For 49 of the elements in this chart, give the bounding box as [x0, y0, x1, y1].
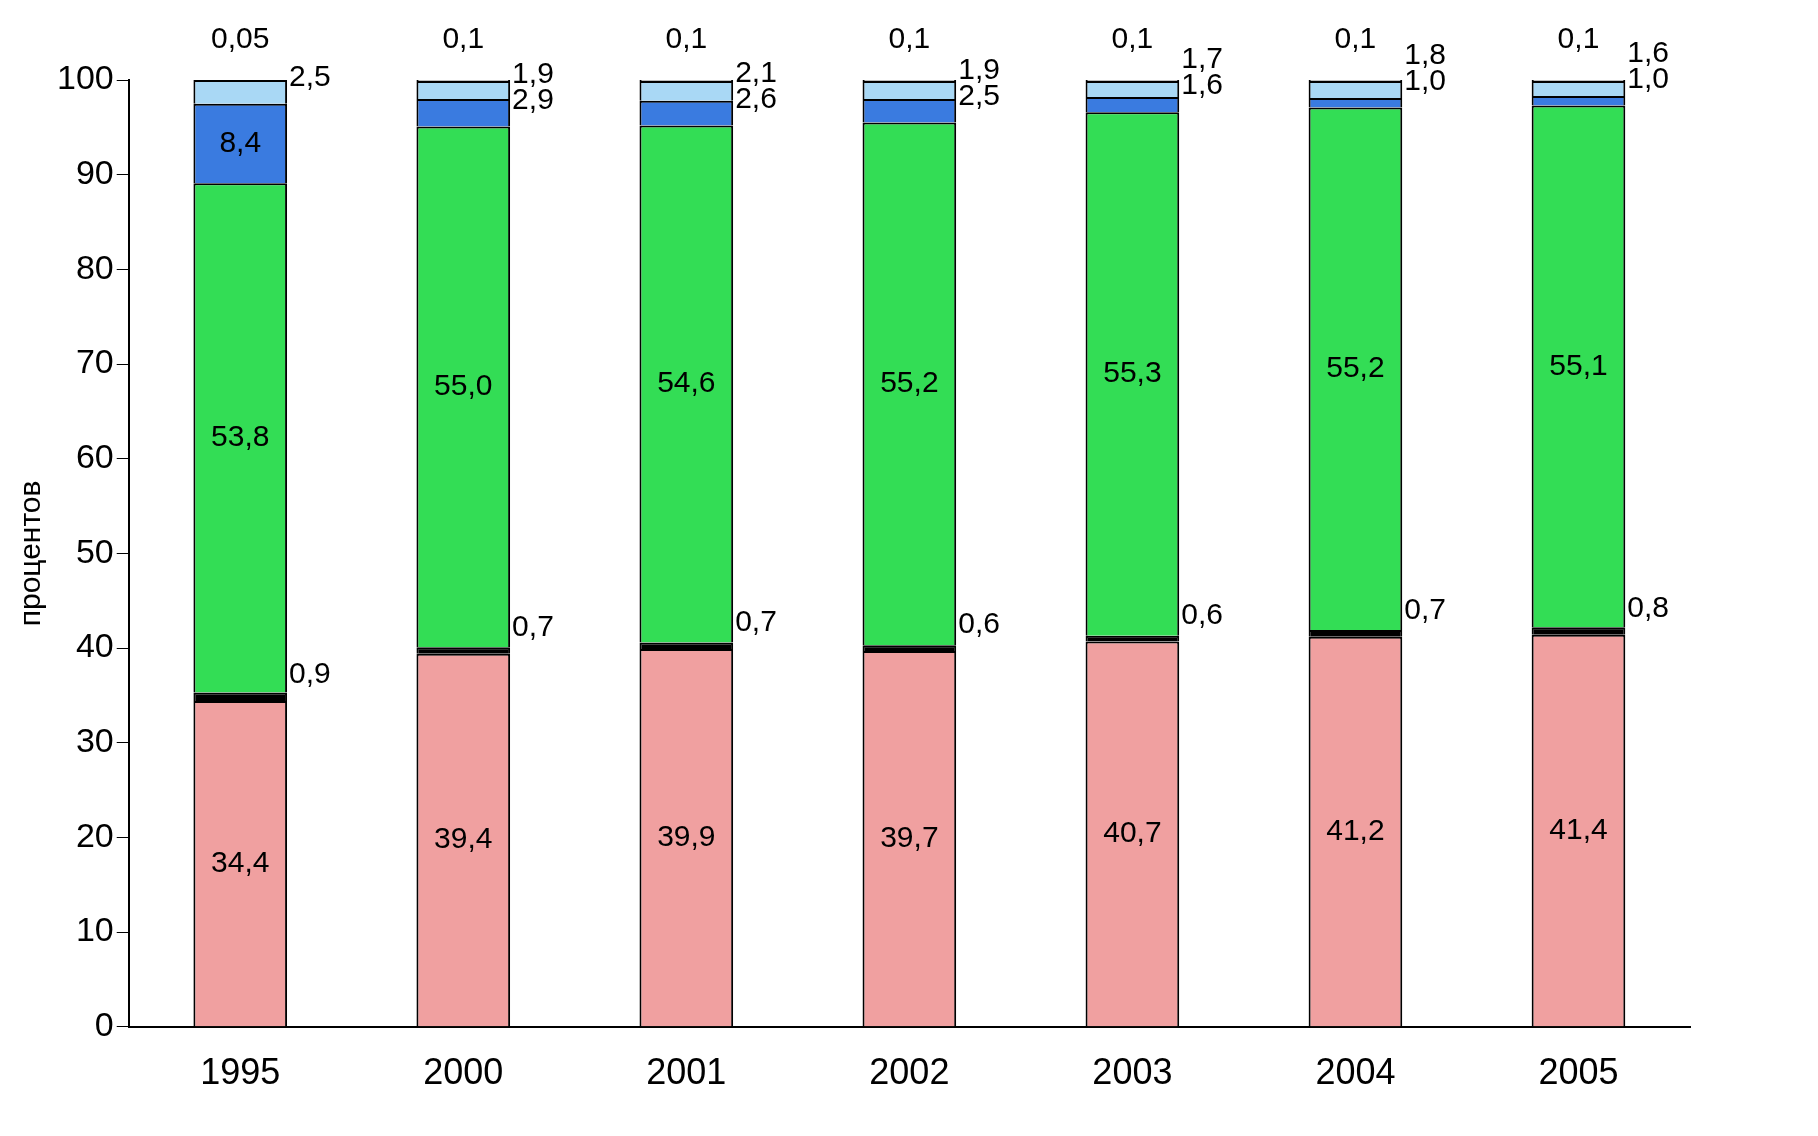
- y-tick-label: 10: [75, 910, 114, 949]
- data-label: 0,7: [512, 609, 554, 643]
- x-tick-label: 2004: [1315, 1051, 1396, 1093]
- data-label: 55,2: [880, 365, 939, 399]
- x-tick-label: 2003: [1092, 1051, 1173, 1093]
- data-label: 39,9: [657, 818, 716, 852]
- data-label: 0,7: [1404, 591, 1446, 625]
- y-axis-title: процентов: [13, 480, 47, 627]
- data-label: 55,1: [1549, 347, 1608, 381]
- data-label: 0,1: [1557, 21, 1600, 55]
- data-label: 39,4: [434, 821, 493, 855]
- data-label: 0,1: [888, 21, 931, 55]
- data-label: 0,05: [211, 20, 270, 54]
- data-label: 55,2: [1326, 350, 1385, 384]
- data-label: 40,7: [1103, 815, 1162, 849]
- data-label: 53,8: [211, 419, 270, 453]
- data-label: 0,1: [665, 21, 708, 55]
- data-label: 0,1: [1111, 21, 1154, 55]
- data-label: 34,4: [211, 844, 270, 878]
- y-tick-label: 50: [75, 531, 114, 570]
- data-label: 0,6: [1181, 596, 1223, 630]
- data-label: 54,6: [657, 365, 716, 399]
- y-tick-label: 60: [75, 437, 114, 476]
- data-label: 39,7: [880, 819, 939, 853]
- data-label: 55,0: [434, 368, 493, 402]
- y-tick-label: 20: [75, 815, 114, 854]
- data-label: 0,9: [289, 656, 331, 690]
- x-tick-label: 2000: [423, 1051, 504, 1093]
- x-tick-label: 1995: [200, 1051, 281, 1093]
- data-label: 0,6: [958, 606, 1000, 640]
- x-tick-label: 2002: [869, 1051, 950, 1093]
- y-tick-label: 40: [75, 626, 114, 665]
- data-label: 0,7: [735, 604, 777, 638]
- data-label: 41,2: [1326, 812, 1385, 846]
- data-label: 0,8: [1627, 590, 1670, 624]
- y-tick-label: 0: [94, 1005, 114, 1044]
- data-label: 55,3: [1103, 355, 1162, 389]
- data-label: 41,4: [1549, 811, 1608, 845]
- y-tick-label: 80: [75, 247, 114, 286]
- y-tick-label: 30: [75, 721, 114, 760]
- data-label: 0,1: [1334, 21, 1377, 55]
- x-tick-label: 2005: [1538, 1051, 1619, 1093]
- x-tick-label: 2001: [646, 1051, 727, 1093]
- data-label: 8,4: [219, 124, 262, 158]
- y-tick-label: 90: [75, 153, 114, 192]
- data-label: 2,5: [289, 58, 331, 92]
- y-tick-label: 100: [56, 58, 114, 97]
- data-label: 0,1: [442, 21, 485, 55]
- y-tick-label: 70: [75, 342, 114, 381]
